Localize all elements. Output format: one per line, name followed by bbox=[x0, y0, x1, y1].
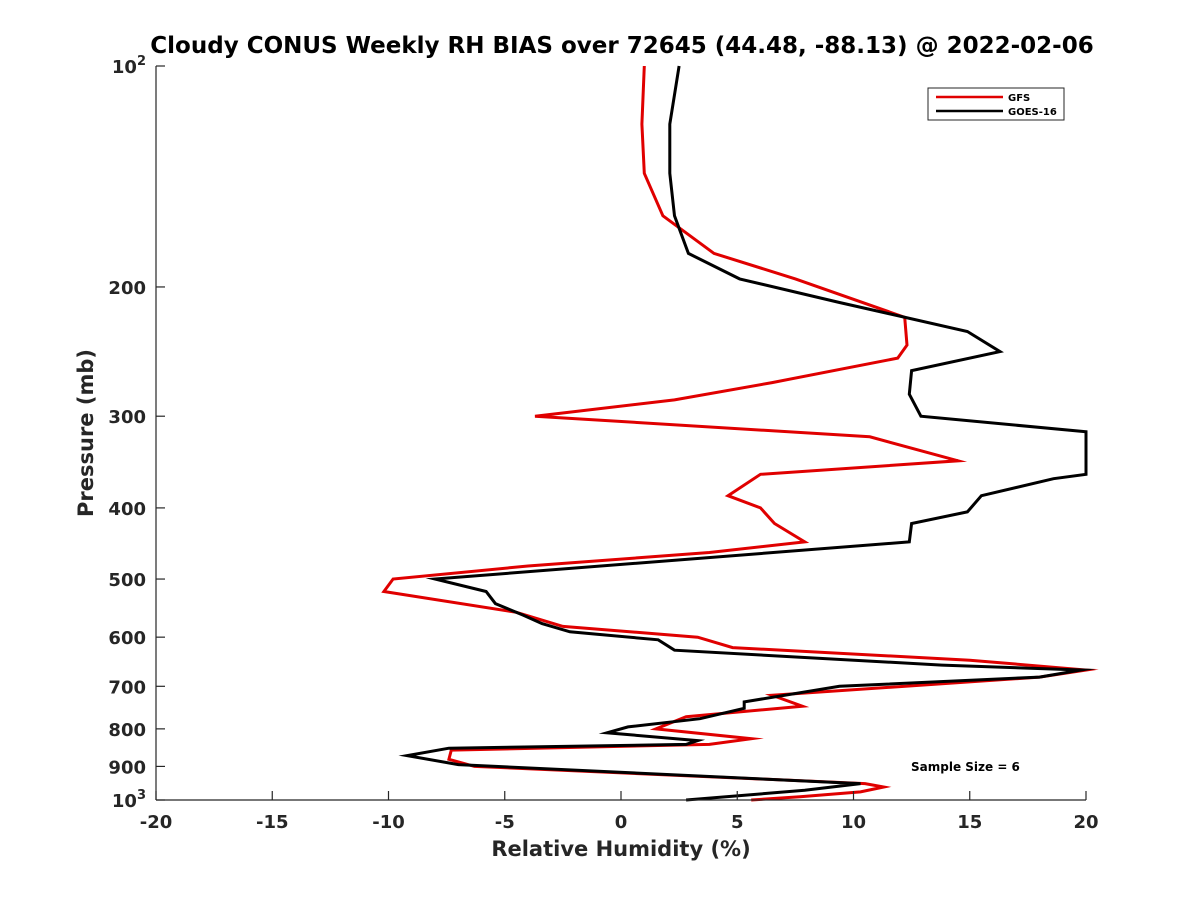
x-tick-label: -20 bbox=[140, 812, 173, 833]
sample-size-annotation: Sample Size = 6 bbox=[911, 760, 1020, 774]
legend-label-goes16: GOES-16 bbox=[1008, 107, 1057, 118]
legend-box bbox=[927, 87, 1065, 121]
y-tick-label: 900 bbox=[108, 757, 146, 778]
x-tick-label: 20 bbox=[1073, 812, 1098, 833]
y-tick-label: 600 bbox=[108, 628, 146, 649]
legend: GFS GOES-16 bbox=[927, 87, 1065, 121]
y-ticks: 102 200 300 400 500 600 700 800 900 103 bbox=[108, 54, 165, 812]
legend-label-gfs: GFS bbox=[1008, 93, 1030, 104]
x-tick-label: -10 bbox=[372, 812, 405, 833]
x-tick-label: -15 bbox=[256, 812, 289, 833]
x-tick-label: 5 bbox=[731, 812, 744, 833]
y-tick-label: 500 bbox=[108, 570, 146, 591]
y-tick-label: 400 bbox=[108, 499, 146, 520]
x-tick-label: 15 bbox=[957, 812, 982, 833]
chart-title: Cloudy CONUS Weekly RH BIAS over 72645 (… bbox=[150, 33, 1093, 59]
y-tick-label: 800 bbox=[108, 720, 146, 741]
series-line-goes16 bbox=[398, 65, 1097, 802]
y-tick-label: 102 bbox=[112, 54, 146, 78]
plot-lines bbox=[381, 65, 1099, 802]
y-tick-label: 700 bbox=[108, 677, 146, 698]
y-tick-label: 300 bbox=[108, 407, 146, 428]
y-axis-label: Pressure (mb) bbox=[74, 349, 98, 517]
x-tick-label: -5 bbox=[495, 812, 515, 833]
x-ticks: -20 -15 -10 -5 0 5 10 15 20 bbox=[140, 791, 1099, 833]
x-axis-label: Relative Humidity (%) bbox=[491, 837, 750, 861]
x-tick-label: 10 bbox=[841, 812, 866, 833]
y-tick-label: 200 bbox=[108, 278, 146, 299]
series-line-gfs bbox=[381, 65, 1099, 802]
y-tick-label: 103 bbox=[112, 788, 146, 812]
x-tick-label: 0 bbox=[615, 812, 628, 833]
